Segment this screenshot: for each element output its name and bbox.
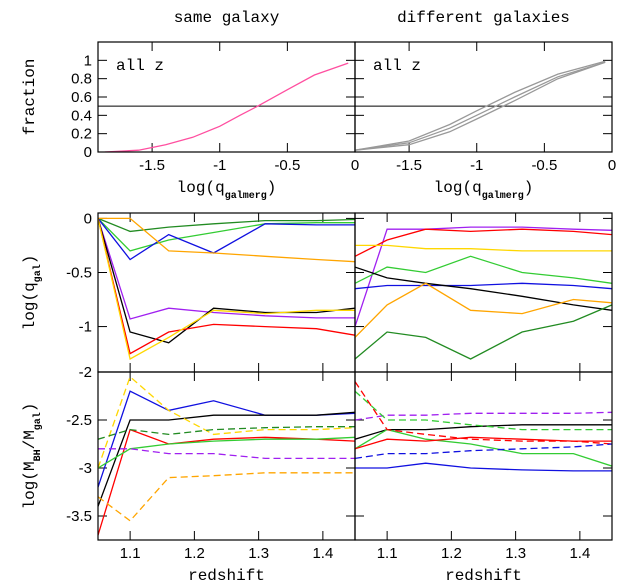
data-line: [355, 61, 606, 151]
panel-frame: [97, 371, 356, 541]
label-part: log(M: [21, 461, 39, 509]
data-line: [355, 244, 612, 252]
y-axis-label: log(MBH/Mgal): [21, 403, 44, 510]
data-line: [355, 443, 612, 460]
x-tick-label: 1.4: [312, 545, 333, 562]
data-line: [98, 217, 355, 252]
data-line: [355, 60, 606, 151]
x-tick-label: -1.5: [139, 157, 165, 174]
data-line: [355, 390, 612, 431]
data-line: [355, 304, 612, 360]
column-title: different galaxies: [397, 9, 570, 27]
label-part: log(q: [434, 179, 482, 197]
label-part: gal: [32, 264, 44, 282]
panel-frame: [354, 371, 613, 541]
data-line: [98, 426, 355, 440]
data-line: [98, 218, 355, 344]
label-part: ): [267, 179, 277, 197]
x-tick-label: -1.5: [396, 157, 422, 174]
data-line: [355, 428, 612, 467]
x-tick-label: -0.5: [531, 157, 557, 174]
panel-frame: [354, 41, 613, 153]
y-tick-label: 1: [84, 52, 92, 69]
data-line: [355, 381, 612, 445]
x-tick-label: 1.1: [120, 545, 141, 562]
data-line: [355, 226, 612, 327]
x-tick-label: 1.2: [184, 545, 205, 562]
y-tick-label: -2.5: [66, 412, 92, 429]
x-tick-label: 0: [608, 157, 616, 174]
data-line: [98, 472, 355, 522]
x-tick-label: 1.1: [377, 545, 398, 562]
data-line: [355, 436, 612, 450]
annotation: all z: [116, 57, 164, 75]
x-tick-label: -0.5: [274, 157, 300, 174]
label-part: ): [524, 179, 534, 197]
y-tick-label: -2: [79, 364, 92, 381]
x-tick-label: 1.3: [248, 545, 269, 562]
x-tick-label: 1.2: [441, 545, 462, 562]
annotation: all z: [373, 57, 421, 75]
x-tick-label: -1: [213, 157, 226, 174]
data-line: [355, 266, 612, 311]
data-line: [355, 424, 612, 440]
panel-frame: [354, 212, 613, 373]
y-tick-label: 0: [84, 210, 92, 227]
y-tick-label: 0.8: [71, 71, 92, 88]
data-line: [98, 217, 355, 233]
label-part: ): [21, 403, 39, 413]
label-part: BH: [33, 449, 44, 461]
label-part: galmerg: [482, 190, 524, 202]
y-tick-label: 0: [84, 144, 92, 161]
label-part: log(q: [177, 179, 225, 197]
data-line: [98, 218, 355, 320]
data-line: [98, 218, 355, 360]
y-tick-label: -3.5: [66, 508, 92, 525]
data-line: [98, 428, 355, 536]
x-axis-label: log(qgalmerg): [177, 179, 277, 202]
data-line: [355, 61, 606, 151]
y-axis-label: fraction: [21, 59, 39, 136]
y-tick-label: 0.2: [71, 126, 92, 143]
x-tick-label: -1: [470, 157, 483, 174]
data-line: [355, 255, 612, 284]
panel: [355, 213, 612, 372]
data-line: [98, 375, 355, 469]
y-tick-label: -0.5: [66, 264, 92, 281]
data-line: [355, 282, 612, 338]
panel: [98, 371, 355, 540]
x-axis-label: redshift: [445, 567, 522, 585]
data-line: [355, 462, 612, 472]
data-line: [104, 62, 349, 152]
x-tick-label: 1.3: [505, 545, 526, 562]
column-title: same galaxy: [174, 9, 280, 27]
panel: [355, 371, 612, 540]
x-axis-label: redshift: [188, 567, 265, 585]
label-part: gal: [32, 412, 44, 430]
data-line: [355, 411, 612, 421]
y-tick-label: 0.6: [71, 89, 92, 106]
label-part: galmerg: [225, 190, 267, 202]
data-line: [355, 282, 612, 290]
label-part: log(q: [21, 282, 39, 330]
x-axis-label: log(qgalmerg): [434, 179, 534, 202]
y-tick-label: 0.4: [71, 107, 92, 124]
data-line: [98, 411, 355, 507]
x-tick-label: 1.4: [569, 545, 590, 562]
x-tick-label: 0: [351, 157, 359, 174]
data-line: [98, 217, 355, 263]
data-line: [98, 218, 355, 355]
panel: [98, 213, 355, 372]
data-line: [98, 448, 355, 460]
y-axis-label: log(qgal): [21, 255, 44, 331]
data-line: [98, 436, 355, 469]
data-line: [355, 228, 612, 257]
panel-frame: [97, 212, 356, 373]
label-part: /M: [21, 430, 39, 449]
y-tick-label: -3: [79, 460, 92, 477]
label-part: ): [21, 255, 39, 265]
y-tick-label: -1: [79, 319, 92, 336]
